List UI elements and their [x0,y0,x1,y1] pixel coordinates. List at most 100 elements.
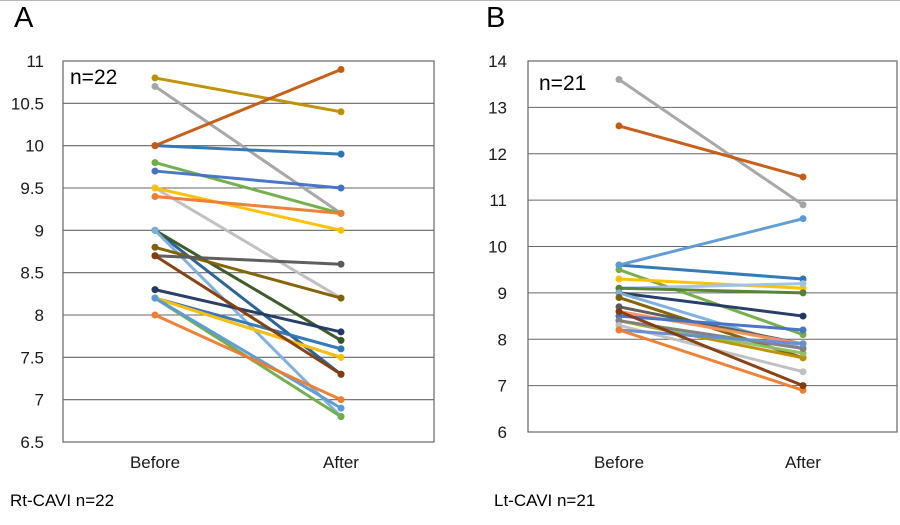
y-tick-label-a: 8 [35,306,44,325]
series-point-before-a-patient-18 [151,294,159,302]
y-tick-label-a: 10.5 [11,94,44,113]
series-line-a-patient-22 [153,67,343,148]
series-line-a-patient-21 [153,254,343,376]
series-point-after-a-patient-13 [337,328,345,336]
panel-a-n-label: n=22 [70,66,118,89]
series-point-after-b-patient-05 [799,280,807,288]
series-point-after-a-patient-03 [337,150,345,158]
series-point-after-a-patient-19 [337,396,345,404]
series-point-after-b-patient-17 [799,340,807,348]
y-tick-label-b: 13 [488,98,507,117]
series-point-before-a-patient-12 [151,243,159,251]
series-line-a-patient-17 [153,296,343,359]
series-line-b-patient-20 [617,217,805,267]
panel-b-caption: Lt-CAVI n=21 [494,491,596,510]
series-line-a-patient-06 [153,186,343,300]
series-point-after-b-patient-07 [799,312,807,320]
series-point-after-b-patient-16 [799,368,807,376]
x-category-label-a: After [323,453,359,472]
series-line-a-patient-20 [153,254,343,266]
panel-b-letter: B [486,2,506,34]
series-line-a-patient-05 [153,169,343,190]
y-tick-label-a: 7 [35,391,44,410]
series-point-after-b-patient-12 [799,326,807,334]
series-line-a-patient-10 [153,228,343,342]
y-tick-label-a: 6.5 [20,433,44,452]
series-line-b-patient-19 [617,309,805,388]
series-point-after-a-patient-05 [337,184,345,192]
series-line-a-patient-04 [153,161,343,215]
series-point-before-a-patient-01 [151,82,159,90]
series-point-after-a-patient-20 [337,260,345,268]
y-tick-label-a: 7.5 [20,348,44,367]
series-point-before-b-patient-04 [615,275,623,283]
y-tick-label-a: 11 [26,52,44,71]
series-line-b-patient-06 [617,286,805,295]
series-line-b-patient-11 [617,309,805,346]
series-point-after-a-patient-14 [337,345,345,353]
plot-border-a [62,60,435,443]
series-point-after-b-patient-19 [799,382,807,390]
y-tick-label-b: 10 [488,238,507,257]
series-point-after-a-patient-12 [337,294,345,302]
x-category-label-b: Before [594,453,644,472]
series-line-b-patient-21 [617,124,805,179]
figure-border [0,0,900,1]
series-line-a-patient-08 [153,194,343,215]
y-tick-label-b: 11 [489,191,507,210]
series-line-a-patient-07 [153,186,343,232]
series-point-before-b-patient-21 [615,122,623,130]
series-point-after-a-patient-17 [337,353,345,361]
series-line-b-patient-18 [617,328,805,392]
series-point-after-a-patient-08 [337,209,345,217]
series-point-after-a-patient-10 [337,336,345,344]
series-point-before-a-patient-08 [151,192,159,200]
series-point-after-a-patient-21 [337,370,345,378]
series-point-before-a-patient-05 [151,167,159,175]
series-point-before-b-patient-19 [615,307,623,315]
series-line-a-patient-18 [153,296,343,410]
series-line-a-patient-03 [153,144,343,156]
series-point-before-a-patient-13 [151,286,159,294]
series-point-after-b-patient-21 [799,173,807,181]
y-tick-label-a: 9.5 [20,179,44,198]
panel-a-letter: A [14,2,34,34]
y-tick-label-b: 9 [498,284,507,303]
series-line-b-patient-17 [617,328,805,346]
panel-a-caption: Rt-CAVI n=22 [10,491,115,510]
series-point-before-a-patient-02 [151,74,159,82]
series-point-before-b-patient-20 [615,261,623,269]
series-line-b-patient-04 [617,277,805,290]
series-point-before-a-patient-11 [151,226,159,234]
y-tick-label-b: 7 [498,377,507,396]
series-point-after-a-patient-02 [337,108,345,116]
series-point-before-a-patient-19 [151,311,159,319]
series-line-b-patient-01 [617,78,805,207]
series-point-after-b-patient-20 [799,215,807,223]
y-tick-label-a: 10 [25,137,44,156]
series-point-before-a-patient-22 [151,142,159,150]
series-point-before-a-patient-07 [151,184,159,192]
series-point-before-a-patient-21 [151,252,159,260]
series-line-a-patient-19 [153,313,343,402]
y-tick-label-b: 14 [488,52,507,71]
series-line-a-patient-02 [153,76,343,114]
series-point-before-b-patient-18 [615,326,623,334]
y-tick-label-b: 12 [488,145,507,164]
series-point-before-a-patient-04 [151,159,159,167]
y-tick-label-b: 8 [498,330,507,349]
y-tick-label-a: 9 [35,221,44,240]
series-point-after-a-patient-22 [337,65,345,73]
series-point-after-b-patient-01 [799,201,807,209]
series-point-after-a-patient-07 [337,226,345,234]
series-point-before-b-patient-09 [615,294,623,302]
series-point-before-b-patient-01 [615,76,623,84]
panel-b-n-label: n=21 [539,72,587,95]
x-category-label-b: After [785,453,821,472]
y-tick-label-a: 8.5 [20,264,44,283]
series-point-after-b-patient-06 [799,289,807,297]
series-point-after-a-patient-15 [337,413,345,421]
y-tick-label-b: 6 [498,423,507,442]
series-line-b-patient-05 [617,282,805,290]
